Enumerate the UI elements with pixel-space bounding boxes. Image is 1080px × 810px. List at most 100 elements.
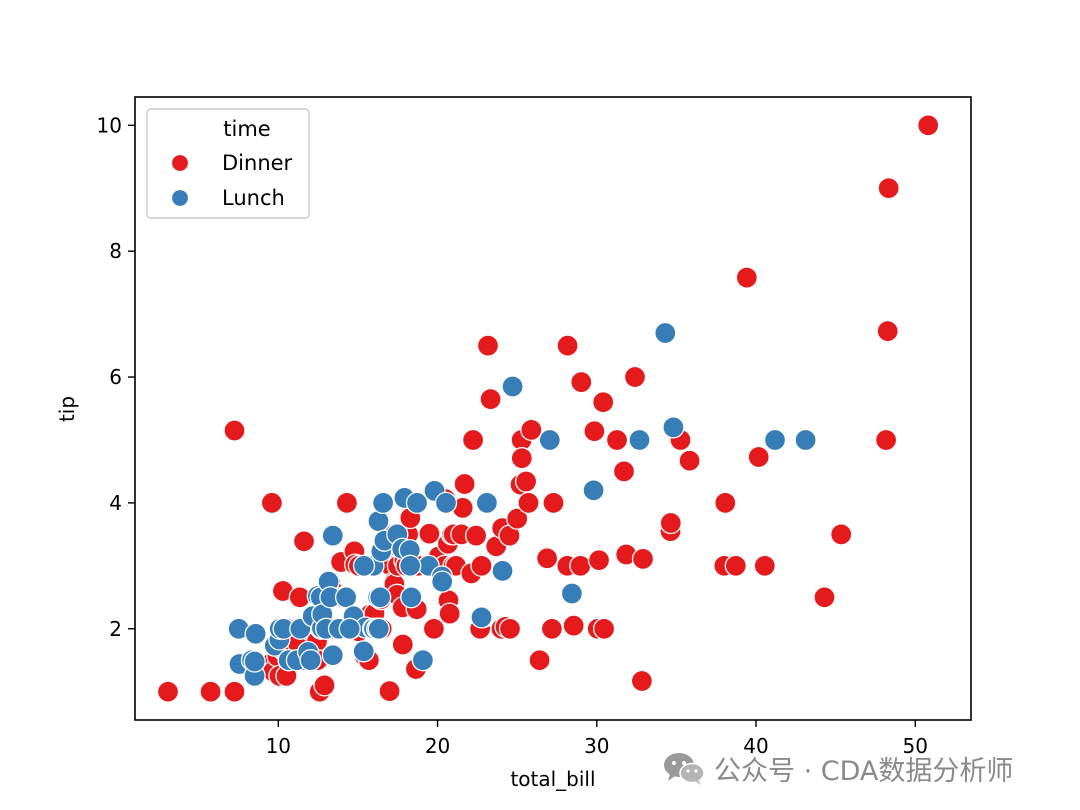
y-tick-label: 6 <box>109 365 122 389</box>
point-dinner <box>612 460 636 483</box>
point-lunch <box>411 649 435 672</box>
point-lunch <box>371 491 395 515</box>
legend-marker-dinner <box>170 153 190 173</box>
point-lunch <box>369 586 392 609</box>
legend-label-lunch: Lunch <box>222 186 285 210</box>
point-dinner <box>630 669 654 693</box>
point-dinner <box>292 530 316 553</box>
point-dinner <box>514 470 538 493</box>
legend: time Dinner Lunch <box>146 108 310 219</box>
point-dinner <box>378 679 401 703</box>
y-tick-label: 8 <box>109 239 122 263</box>
point-dinner <box>830 523 853 546</box>
point-dinner <box>917 114 940 137</box>
point-dinner <box>391 633 414 656</box>
point-lunch <box>321 644 344 667</box>
point-lunch <box>352 554 376 577</box>
point-dinner <box>476 334 500 357</box>
point-dinner <box>569 554 592 577</box>
point-dinner <box>747 445 770 469</box>
point-dinner <box>498 617 522 640</box>
x-tick-label: 10 <box>266 734 291 758</box>
point-dinner <box>714 491 737 515</box>
point-dinner <box>464 524 488 547</box>
point-lunch <box>338 617 361 640</box>
point-dinner <box>631 547 655 571</box>
point-dinner <box>156 680 180 703</box>
point-dinner <box>510 447 533 470</box>
point-dinner <box>556 334 579 357</box>
point-dinner <box>753 554 776 577</box>
x-tick-label: 30 <box>584 734 609 758</box>
point-dinner <box>517 491 540 515</box>
ticks-layer: 10 20 30 40 50 2 4 6 8 10 <box>97 113 928 758</box>
point-dinner <box>542 491 565 515</box>
watermark-text: 公众号 · CDA数据分析师 <box>714 755 1014 787</box>
point-dinner <box>587 549 611 572</box>
legend-marker-lunch <box>170 188 190 208</box>
legend-title: time <box>223 117 270 141</box>
point-lunch <box>501 375 524 398</box>
point-dinner <box>313 674 336 697</box>
point-dinner <box>418 522 441 545</box>
point-dinner <box>520 418 543 442</box>
point-lunch <box>794 428 817 452</box>
point-dinner <box>570 370 593 394</box>
point-lunch <box>299 649 322 672</box>
point-lunch <box>334 586 358 609</box>
point-lunch <box>475 491 499 515</box>
wechat-icon <box>664 753 705 785</box>
point-lunch <box>405 491 429 515</box>
point-dinner <box>623 365 647 389</box>
point-dinner <box>479 387 502 411</box>
point-dinner <box>562 614 585 637</box>
point-dinner <box>506 507 529 530</box>
point-lunch <box>431 570 454 593</box>
point-dinner <box>592 617 616 640</box>
point-dinner <box>678 449 701 472</box>
point-dinner <box>528 649 551 672</box>
point-dinner <box>335 491 359 515</box>
axes-frame <box>134 96 972 721</box>
point-lunch <box>400 586 423 609</box>
x-axis-label: total_bill <box>510 767 595 791</box>
point-dinner <box>735 266 758 289</box>
y-tick-label: 2 <box>109 617 122 641</box>
point-lunch <box>654 321 677 345</box>
point-dinner <box>422 617 446 640</box>
point-lunch <box>244 622 267 645</box>
point-lunch <box>352 640 375 663</box>
point-dinner <box>605 428 629 452</box>
y-axis-label: tip <box>55 396 79 422</box>
legend-label-dinner: Dinner <box>222 151 293 175</box>
point-dinner <box>874 428 898 452</box>
point-dinner <box>659 511 682 535</box>
point-dinner <box>592 391 615 414</box>
y-tick-label: 4 <box>109 491 122 515</box>
point-dinner <box>470 554 493 577</box>
point-dinner <box>583 420 606 443</box>
point-lunch <box>538 428 561 452</box>
point-dinner <box>724 554 747 577</box>
point-dinner <box>461 428 485 452</box>
watermark: 公众号 · CDA数据分析师 <box>662 748 1013 788</box>
point-lunch <box>560 582 584 605</box>
point-lunch <box>662 416 685 439</box>
point-dinner <box>877 177 900 200</box>
point-lunch <box>399 554 422 577</box>
legend-box <box>146 108 310 219</box>
points-layer <box>156 114 940 703</box>
point-dinner <box>223 419 246 442</box>
point-lunch <box>763 428 787 452</box>
x-tick-label: 20 <box>425 734 450 758</box>
point-lunch <box>434 491 458 515</box>
point-dinner <box>535 547 559 570</box>
point-dinner <box>223 680 246 703</box>
point-lunch <box>628 428 651 452</box>
point-lunch <box>367 617 390 640</box>
x-tick-label: 50 <box>903 734 928 758</box>
y-tick-label: 10 <box>97 113 122 137</box>
point-dinner <box>438 602 461 625</box>
point-dinner <box>876 319 899 343</box>
